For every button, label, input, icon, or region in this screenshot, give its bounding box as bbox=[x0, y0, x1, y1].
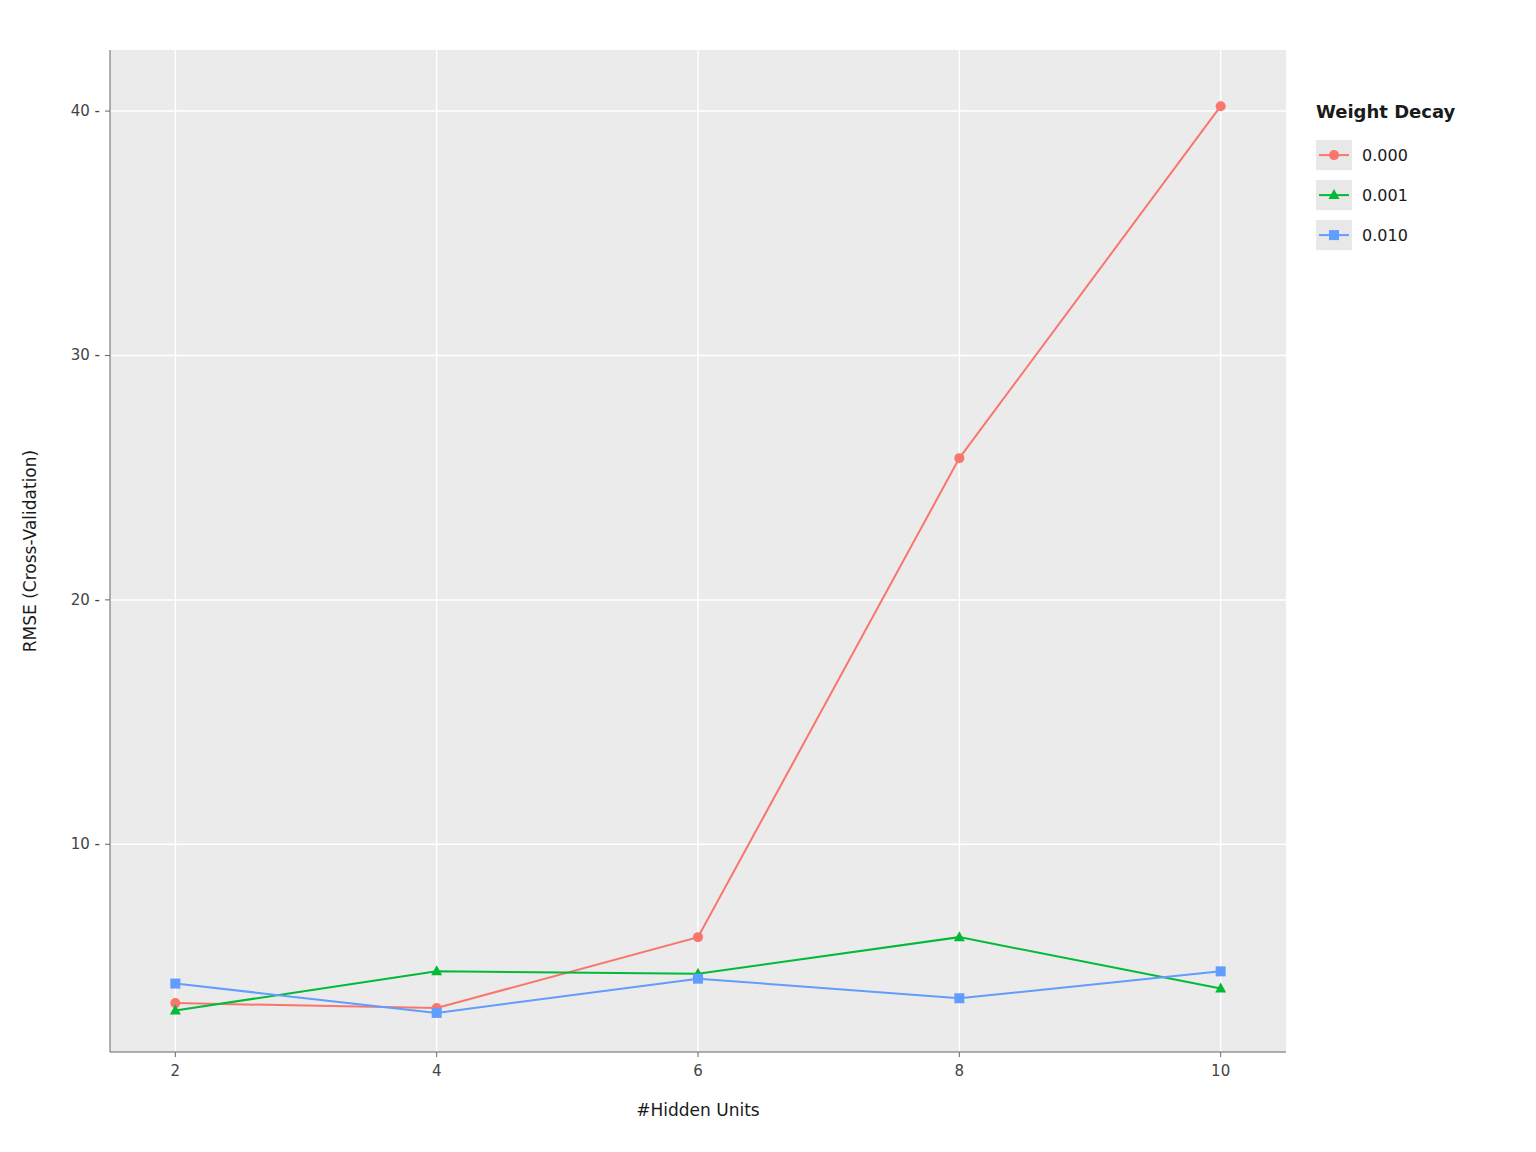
tick-mark bbox=[105, 111, 110, 112]
series-line bbox=[175, 971, 1220, 1013]
data-point bbox=[954, 453, 964, 463]
data-point bbox=[693, 932, 703, 942]
y-axis-label: RMSE (Cross-Validation) bbox=[20, 450, 40, 652]
legend-marker bbox=[1329, 150, 1339, 160]
data-point bbox=[432, 1008, 442, 1018]
grid bbox=[110, 50, 1286, 1052]
tick-label: 6 bbox=[693, 1062, 703, 1080]
series-line bbox=[175, 106, 1220, 1008]
data-point bbox=[1216, 966, 1226, 976]
plot-background bbox=[110, 50, 1286, 1052]
data-point bbox=[431, 965, 442, 975]
tick-label: 8 bbox=[955, 1062, 965, 1080]
data-area bbox=[170, 101, 1226, 1018]
series bbox=[170, 966, 1225, 1018]
y-axis-line bbox=[110, 50, 111, 1052]
data-point bbox=[693, 974, 703, 984]
grid-line bbox=[697, 50, 699, 1052]
tick-mark bbox=[105, 355, 110, 356]
grid-line bbox=[110, 599, 1286, 601]
data-point bbox=[954, 931, 965, 941]
y-axis-ticks: 10 - 20 - 30 - 40 - bbox=[71, 102, 110, 853]
legend-title: Weight Decay bbox=[1316, 101, 1456, 122]
legend-marker bbox=[1329, 189, 1340, 199]
tick-label: 10 - bbox=[71, 835, 100, 853]
grid-line bbox=[1220, 50, 1222, 1052]
grid-line bbox=[175, 50, 177, 1052]
tick-label: 4 bbox=[432, 1062, 442, 1080]
legend-key bbox=[1316, 140, 1352, 170]
legend-label: 0.010 bbox=[1362, 226, 1408, 245]
legend-key-background bbox=[1316, 220, 1352, 250]
legend-label: 0.001 bbox=[1362, 186, 1408, 205]
x-axis-ticks: 2 4 6 8 10 bbox=[171, 1052, 1231, 1080]
grid-line bbox=[110, 110, 1286, 112]
tick-mark bbox=[105, 844, 110, 845]
legend-key-background bbox=[1316, 180, 1352, 210]
legend-key bbox=[1316, 180, 1352, 210]
tick-label: 40 - bbox=[71, 102, 100, 120]
data-point bbox=[954, 993, 964, 1003]
grid-line bbox=[110, 355, 1286, 357]
tick-mark bbox=[698, 1052, 699, 1057]
x-axis-line bbox=[110, 1052, 1286, 1053]
series-line bbox=[175, 937, 1220, 1010]
series bbox=[170, 101, 1225, 1013]
tick-label: 10 bbox=[1211, 1062, 1230, 1080]
chart: 2 4 6 8 10 10 - 20 - 30 - 40 - #Hidden Units RMSE … bbox=[0, 0, 1536, 1152]
x-axis-label: #Hidden Units bbox=[636, 1100, 760, 1120]
tick-mark bbox=[959, 1052, 960, 1057]
series bbox=[170, 931, 1226, 1014]
legend: Weight Decay 0.000 0.001 0.010 bbox=[1316, 101, 1456, 250]
data-point bbox=[1215, 982, 1226, 992]
tick-label: 2 bbox=[171, 1062, 181, 1080]
grid-line bbox=[436, 50, 438, 1052]
grid-line bbox=[959, 50, 961, 1052]
tick-label: 30 - bbox=[71, 346, 100, 364]
tick-mark bbox=[1220, 1052, 1221, 1057]
data-point bbox=[170, 979, 180, 989]
legend-key-background bbox=[1316, 140, 1352, 170]
legend-marker bbox=[1329, 230, 1339, 240]
tick-mark bbox=[175, 1052, 176, 1057]
data-point bbox=[1216, 101, 1226, 111]
grid-line bbox=[110, 844, 1286, 846]
data-point bbox=[170, 1004, 181, 1014]
legend-key bbox=[1316, 220, 1352, 250]
tick-label: 20 - bbox=[71, 591, 100, 609]
legend-label: 0.000 bbox=[1362, 146, 1408, 165]
tick-mark bbox=[436, 1052, 437, 1057]
tick-mark bbox=[105, 599, 110, 600]
